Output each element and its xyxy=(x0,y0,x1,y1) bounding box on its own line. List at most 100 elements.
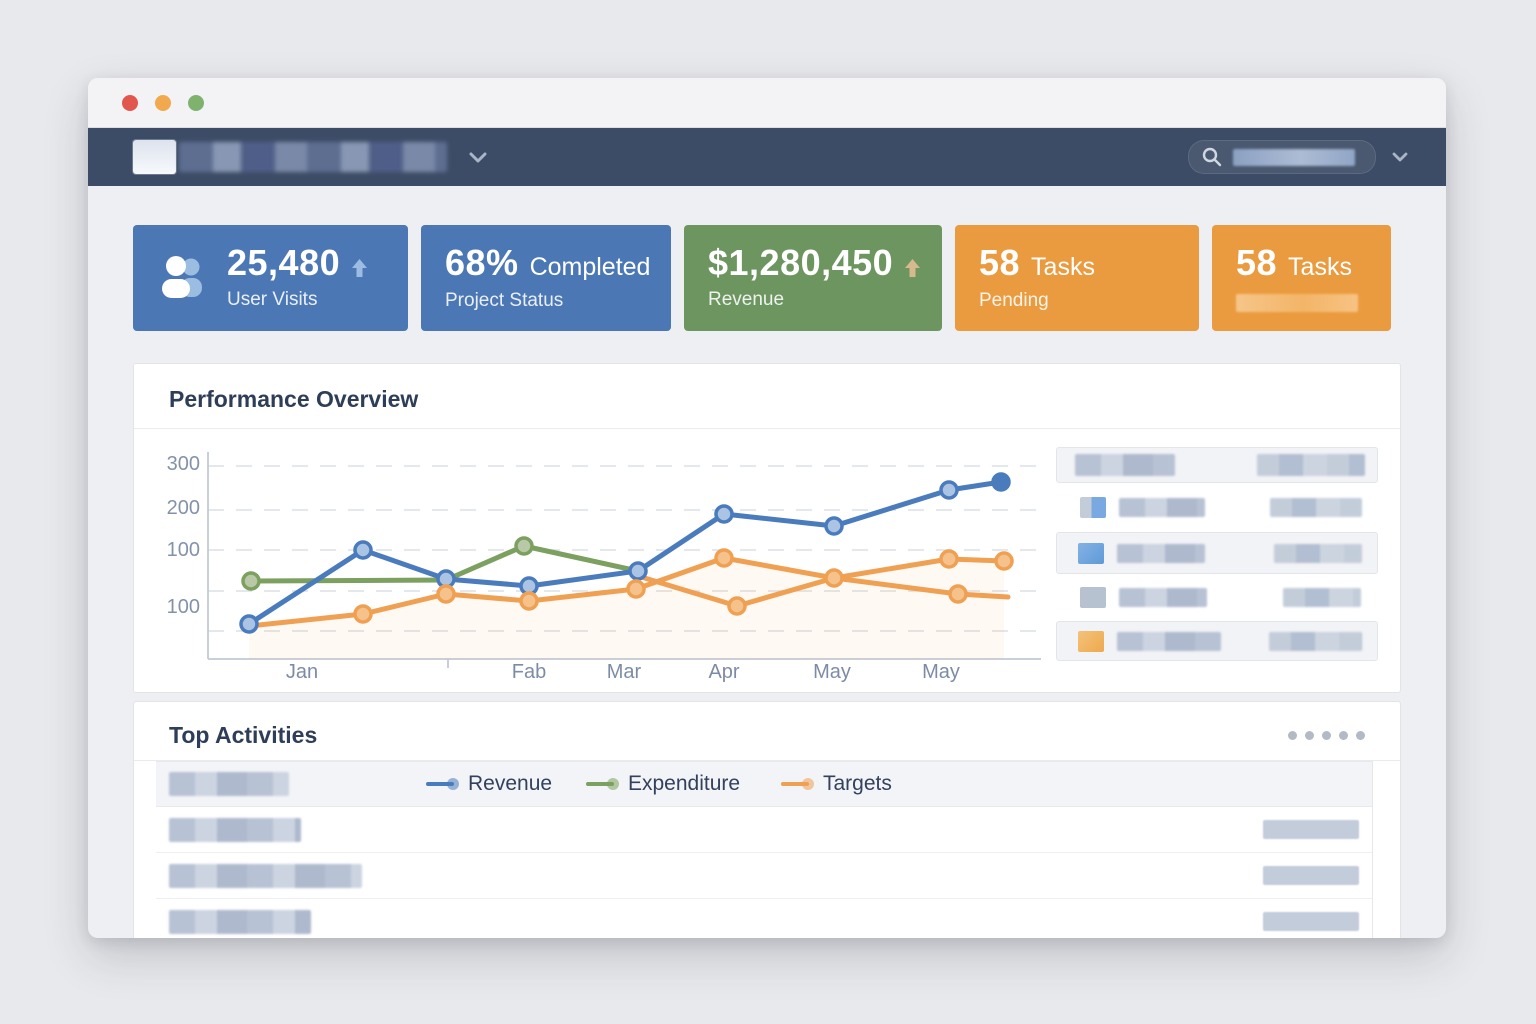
item-thumbnail-icon xyxy=(1080,496,1106,518)
performance-overview-panel: Performance Overview xyxy=(133,363,1401,693)
arrow-up-icon xyxy=(905,259,921,277)
legend-item-revenue[interactable]: Revenue xyxy=(426,772,552,796)
redacted-value-bar xyxy=(1270,497,1362,517)
stat-value: 68% xyxy=(445,241,519,283)
redacted-badge xyxy=(1263,866,1359,885)
stat-card-tasks-pending[interactable]: 58 Tasks Pending xyxy=(955,225,1199,331)
redacted-text-bar xyxy=(1119,497,1205,517)
chevron-down-icon[interactable] xyxy=(469,152,487,163)
arrow-up-icon xyxy=(352,259,368,277)
activity-row[interactable] xyxy=(156,807,1372,853)
item-thumbnail-icon xyxy=(1078,630,1104,652)
x-tick-label: Fab xyxy=(512,661,546,683)
y-tick-label: 200 xyxy=(167,497,200,519)
performance-line-chart: 300 200 100 100 Jan Fab Mar Apr May May xyxy=(167,452,1041,683)
legend-line-swatch xyxy=(781,782,809,786)
redacted-text-bar xyxy=(169,817,301,842)
redacted-text-bar xyxy=(169,863,362,888)
stat-card-tasks[interactable]: 58 Tasks xyxy=(1212,225,1391,331)
chevron-down-icon[interactable] xyxy=(1392,152,1408,162)
stat-label: Project Status xyxy=(445,289,564,311)
legend-label: Revenue xyxy=(468,772,553,795)
list-item[interactable] xyxy=(1056,621,1378,661)
redacted-value-bar xyxy=(1257,454,1365,476)
stat-value: $1,280,450 xyxy=(708,242,894,283)
legend-dot xyxy=(802,778,814,790)
item-thumbnail-icon xyxy=(1078,542,1104,564)
dot-icon[interactable] xyxy=(1339,731,1348,740)
app-window: 25,480 User Visits 68% Completed Project… xyxy=(88,78,1446,938)
redacted-badge xyxy=(1263,820,1359,839)
y-tick-label: 300 xyxy=(167,453,200,475)
legend-label: Expenditure xyxy=(628,772,741,795)
redacted-value-bar xyxy=(1274,543,1362,563)
dot-icon[interactable] xyxy=(1356,731,1365,740)
panel-header: Performance Overview xyxy=(134,364,1400,429)
app-logo[interactable] xyxy=(133,140,176,174)
legend-line-swatch xyxy=(586,782,614,786)
pagination-dots[interactable] xyxy=(1288,731,1365,740)
redacted-app-title xyxy=(179,142,447,172)
redacted-text-bar xyxy=(1117,543,1205,563)
stat-card-user-visits[interactable]: 25,480 User Visits xyxy=(133,225,408,331)
y-tick-label: 100 xyxy=(167,539,200,561)
dot-icon[interactable] xyxy=(1305,731,1314,740)
window-titlebar xyxy=(88,78,1446,128)
minimize-button[interactable] xyxy=(155,94,171,111)
redacted-text-bar xyxy=(1117,631,1221,651)
activity-row[interactable]: Revenue Expenditure Targets xyxy=(156,761,1372,807)
performance-body: 300 200 100 100 Jan Fab Mar Apr May May xyxy=(134,429,1400,695)
legend-label: Targets xyxy=(823,772,892,795)
stat-value: 58 xyxy=(979,241,1021,283)
close-button[interactable] xyxy=(122,94,138,111)
top-navbar xyxy=(88,128,1446,186)
panel-title: Performance Overview xyxy=(169,386,419,412)
activity-row[interactable] xyxy=(156,853,1372,899)
redacted-text-bar xyxy=(1119,587,1207,607)
legend-line-swatch xyxy=(426,782,454,786)
list-item[interactable] xyxy=(1056,532,1378,574)
dot-icon[interactable] xyxy=(1322,731,1331,740)
redacted-value-bar xyxy=(1283,587,1361,607)
redacted-text-bar xyxy=(169,909,311,934)
dashboard-content: 25,480 User Visits 68% Completed Project… xyxy=(88,225,1446,938)
y-tick-label: 100 xyxy=(167,596,200,618)
list-item[interactable] xyxy=(1056,493,1378,521)
stat-value-suffix: Tasks xyxy=(1288,252,1352,281)
list-item[interactable] xyxy=(1056,447,1378,483)
stat-card-revenue[interactable]: $1,280,450 Revenue xyxy=(684,225,942,331)
activities-list: Revenue Expenditure Targets xyxy=(156,761,1373,938)
stat-label: User Visits xyxy=(227,289,318,310)
redacted-text-bar xyxy=(1075,454,1175,476)
stat-cards-row: 25,480 User Visits 68% Completed Project… xyxy=(133,225,1401,331)
x-tick-label: May xyxy=(922,661,960,683)
legend-item-targets[interactable]: Targets xyxy=(781,772,892,796)
stat-value: 58 xyxy=(1236,241,1278,283)
x-tick-label: Mar xyxy=(607,661,642,683)
search-icon xyxy=(1202,147,1222,167)
panel-header: Top Activities xyxy=(134,702,1400,761)
users-icon xyxy=(162,256,202,298)
redacted-badge xyxy=(1263,912,1359,931)
stat-value: 25,480 xyxy=(227,242,341,283)
item-thumbnail-icon xyxy=(1080,586,1106,608)
x-tick-label: Jan xyxy=(286,661,318,683)
top-activities-panel: Top Activities Revenue xyxy=(133,701,1401,938)
redacted-progress-bar xyxy=(1236,293,1358,312)
redacted-text-bar xyxy=(169,772,289,796)
chart-series-layer xyxy=(239,472,1014,659)
legend-item-expenditure[interactable]: Expenditure xyxy=(586,772,740,796)
dot-icon[interactable] xyxy=(1288,731,1297,740)
chart-summary-list xyxy=(1056,447,1378,661)
activity-row[interactable] xyxy=(156,899,1372,938)
redacted-value-bar xyxy=(1269,631,1362,651)
legend-dot xyxy=(607,778,619,790)
zoom-button[interactable] xyxy=(188,94,204,111)
x-tick-label: May xyxy=(813,661,851,683)
list-item[interactable] xyxy=(1056,584,1378,610)
stat-label: Revenue xyxy=(708,289,785,310)
search-input[interactable] xyxy=(1188,140,1376,174)
x-tick-label: Apr xyxy=(708,661,739,683)
stat-card-project-status[interactable]: 68% Completed Project Status xyxy=(421,225,671,331)
